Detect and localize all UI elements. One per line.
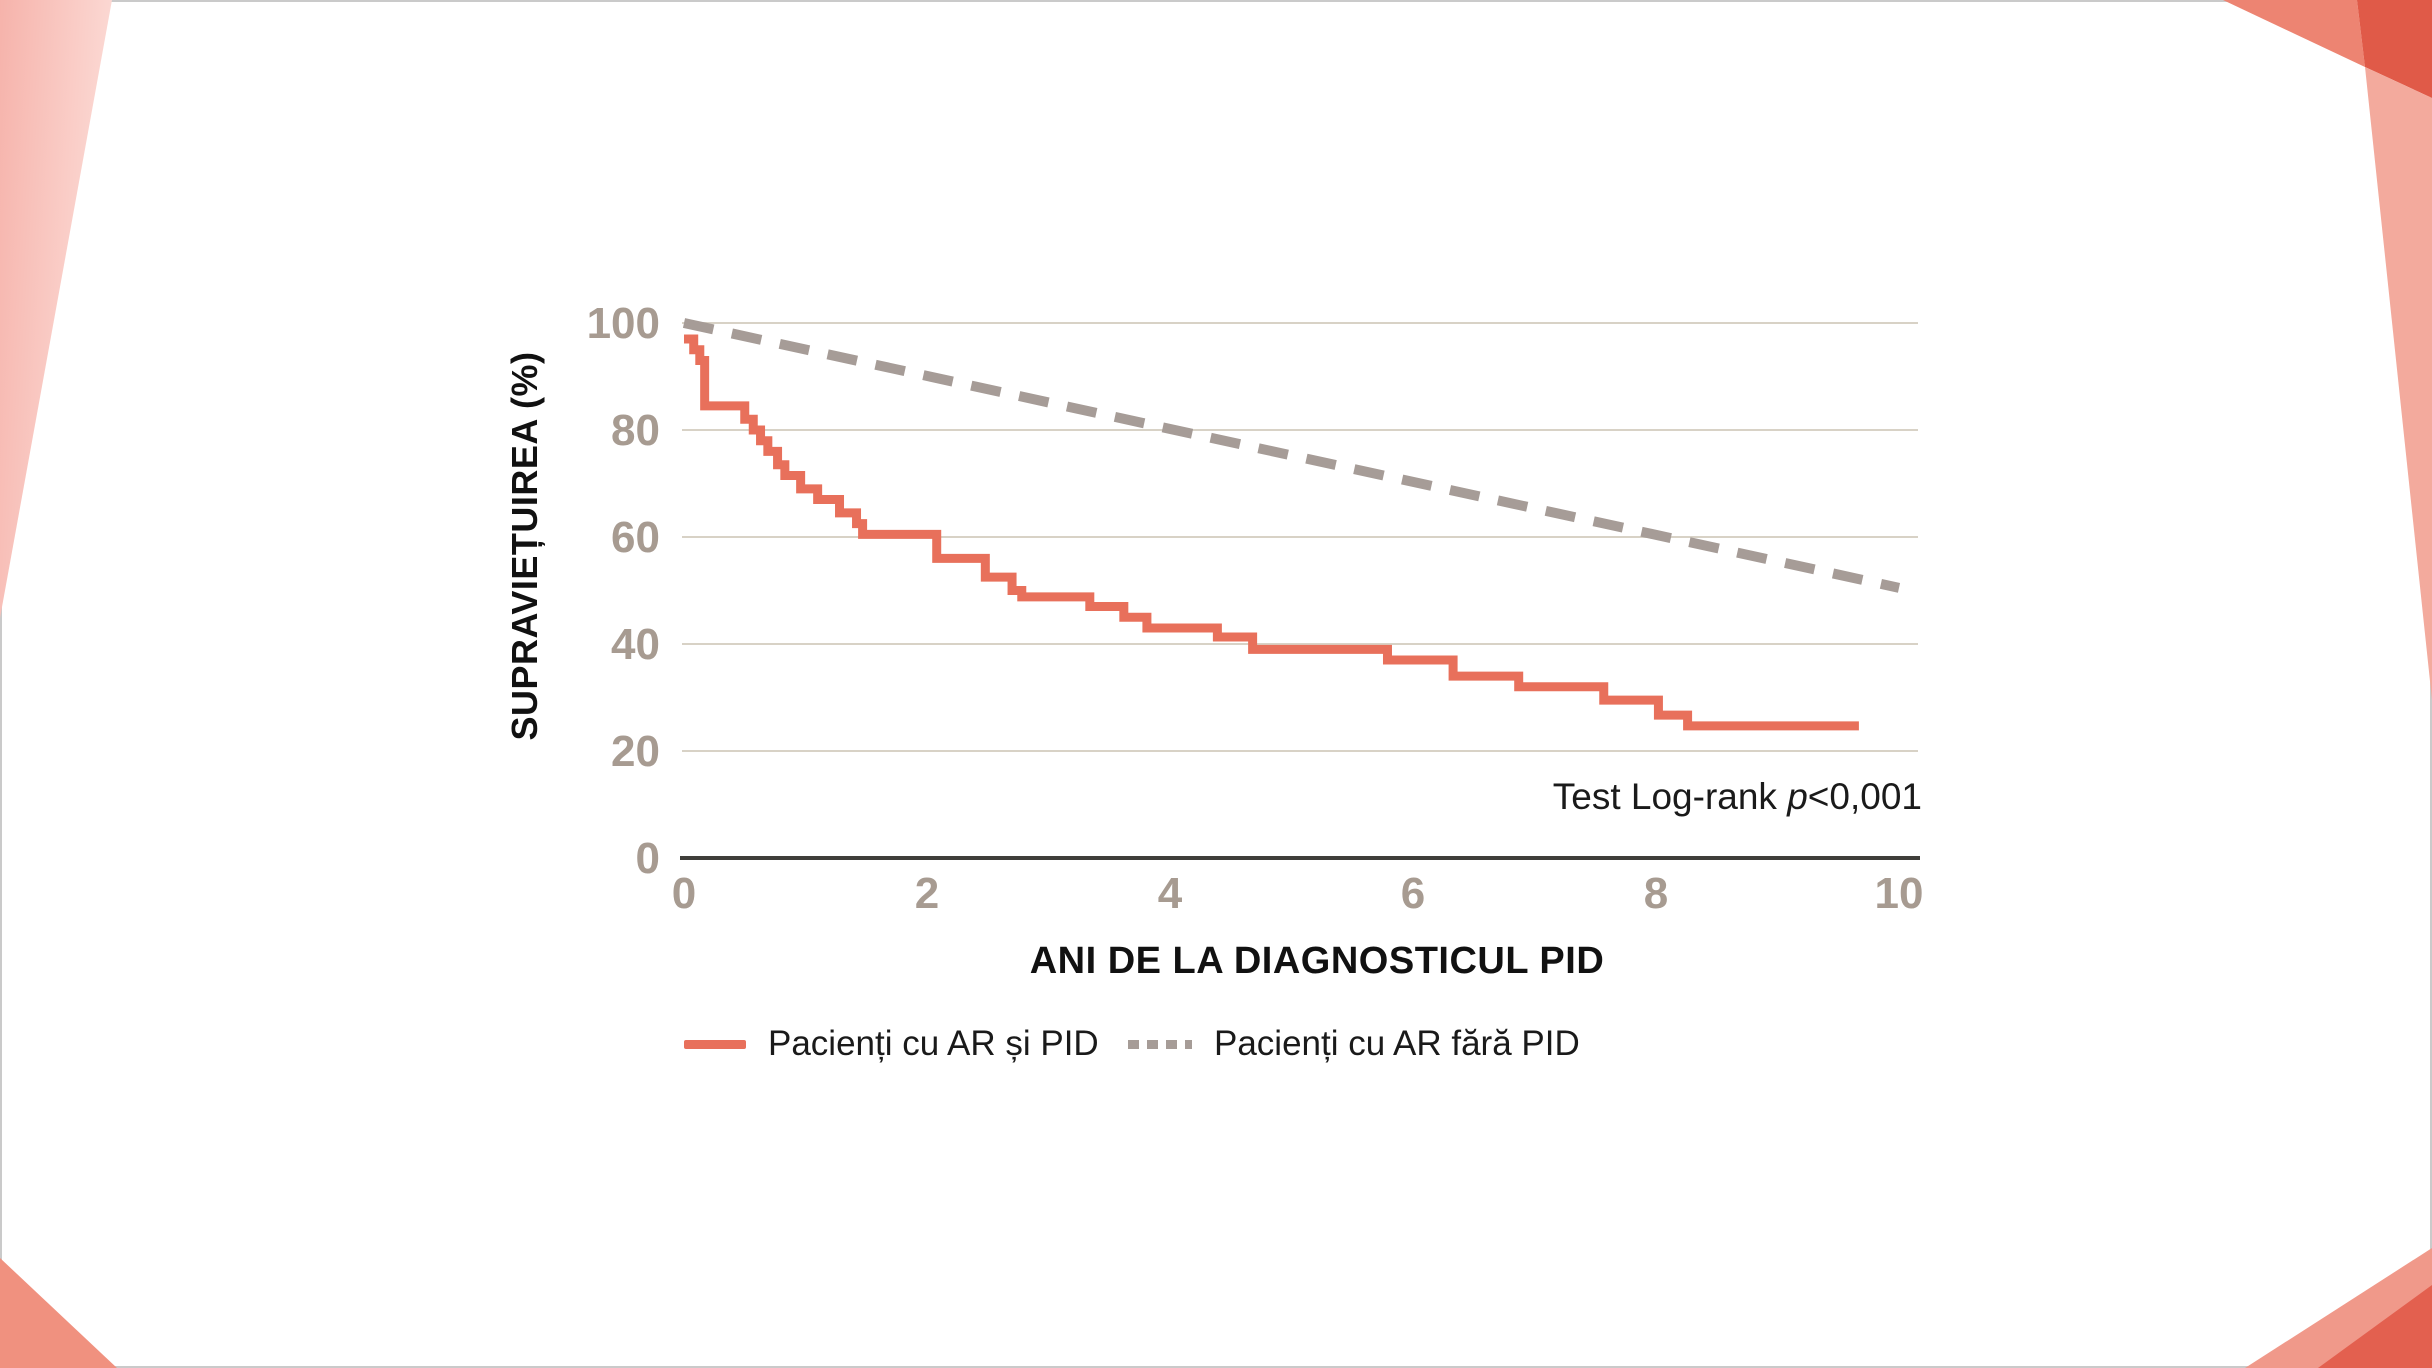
logrank-annotation-value: <0,001 xyxy=(1807,776,1922,817)
logrank-annotation-prefix: Test Log-rank xyxy=(1552,776,1788,817)
series-step-0 xyxy=(684,334,1859,731)
y-tick-100: 100 xyxy=(587,299,660,348)
bottom-right-triangle-dark xyxy=(2318,1285,2432,1368)
logrank-annotation: Test Log-rank p<0,001 xyxy=(1400,776,1922,818)
y-axis-title: SUPRAVIEȚUIREA (%) xyxy=(504,351,545,741)
x-tick-6: 6 xyxy=(1401,869,1425,918)
legend-label-ar-with-pid: Pacienți cu AR și PID xyxy=(768,1024,1099,1063)
bottom-left-triangle xyxy=(0,1258,117,1368)
x-tick-8: 8 xyxy=(1644,869,1668,918)
series-line-1 xyxy=(682,318,1901,593)
legend-label-ar-without-pid: Pacienți cu AR fără PID xyxy=(1214,1024,1580,1063)
x-tick-2: 2 xyxy=(915,869,939,918)
y-tick-40: 40 xyxy=(611,620,660,669)
x-axis-title: ANI DE LA DIAGNOSTICUL PID xyxy=(1029,940,1605,982)
dashed-line-swatch xyxy=(1128,1039,1192,1049)
solid-line-swatch xyxy=(684,1039,746,1049)
top-left-wedge xyxy=(0,0,112,618)
x-tick-10: 10 xyxy=(1875,869,1924,918)
top-right-triangle-medium xyxy=(2223,0,2365,67)
x-tick-0: 0 xyxy=(672,869,696,918)
x-tick-4: 4 xyxy=(1158,869,1183,918)
legend-item-ar-with-pid: Pacienți cu AR și PID xyxy=(684,1022,1099,1066)
logrank-annotation-p: p xyxy=(1787,776,1808,817)
y-tick-60: 60 xyxy=(611,513,660,562)
y-tick-80: 80 xyxy=(611,406,660,455)
y-tick-0: 0 xyxy=(636,834,660,883)
top-right-wedge-light xyxy=(2365,67,2432,700)
legend-item-ar-without-pid: Pacienți cu AR fără PID xyxy=(1128,1022,1580,1066)
top-right-triangle-dark xyxy=(2357,0,2432,98)
y-tick-20: 20 xyxy=(611,727,660,776)
